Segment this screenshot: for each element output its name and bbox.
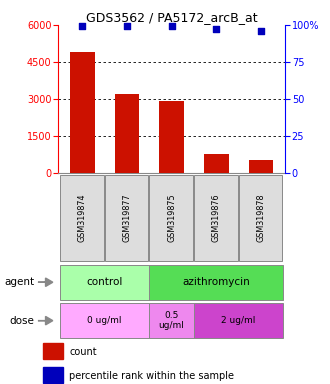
Text: GSM319874: GSM319874 xyxy=(78,194,87,242)
Bar xyxy=(248,160,273,173)
Bar xyxy=(43,343,63,359)
FancyBboxPatch shape xyxy=(194,303,283,338)
FancyBboxPatch shape xyxy=(149,175,193,261)
FancyBboxPatch shape xyxy=(60,175,104,261)
Text: agent: agent xyxy=(5,277,35,287)
Text: azithromycin: azithromycin xyxy=(182,277,250,287)
Point xyxy=(169,23,174,30)
Text: dose: dose xyxy=(10,316,35,326)
Text: 0.5
ug/ml: 0.5 ug/ml xyxy=(159,311,184,330)
Text: GSM319878: GSM319878 xyxy=(256,194,265,242)
FancyBboxPatch shape xyxy=(149,265,283,300)
Point xyxy=(214,26,219,33)
Text: GSM319877: GSM319877 xyxy=(122,194,131,242)
Text: 0 ug/ml: 0 ug/ml xyxy=(87,316,122,325)
Point xyxy=(258,28,264,34)
Text: percentile rank within the sample: percentile rank within the sample xyxy=(69,371,234,381)
Bar xyxy=(43,367,63,383)
Text: GSM319876: GSM319876 xyxy=(212,194,221,242)
Bar xyxy=(159,101,184,173)
Text: control: control xyxy=(86,277,123,287)
FancyBboxPatch shape xyxy=(60,265,149,300)
Point xyxy=(124,23,130,30)
Bar xyxy=(70,52,95,173)
FancyBboxPatch shape xyxy=(60,303,149,338)
FancyBboxPatch shape xyxy=(105,175,148,261)
Bar xyxy=(204,154,228,173)
FancyBboxPatch shape xyxy=(194,175,238,261)
Bar xyxy=(115,94,139,173)
Text: GSM319875: GSM319875 xyxy=(167,194,176,242)
Text: count: count xyxy=(69,347,97,357)
Text: 2 ug/ml: 2 ug/ml xyxy=(221,316,256,325)
FancyBboxPatch shape xyxy=(149,303,194,338)
FancyBboxPatch shape xyxy=(239,175,282,261)
Point xyxy=(80,23,85,30)
Title: GDS3562 / PA5172_arcB_at: GDS3562 / PA5172_arcB_at xyxy=(86,11,257,24)
